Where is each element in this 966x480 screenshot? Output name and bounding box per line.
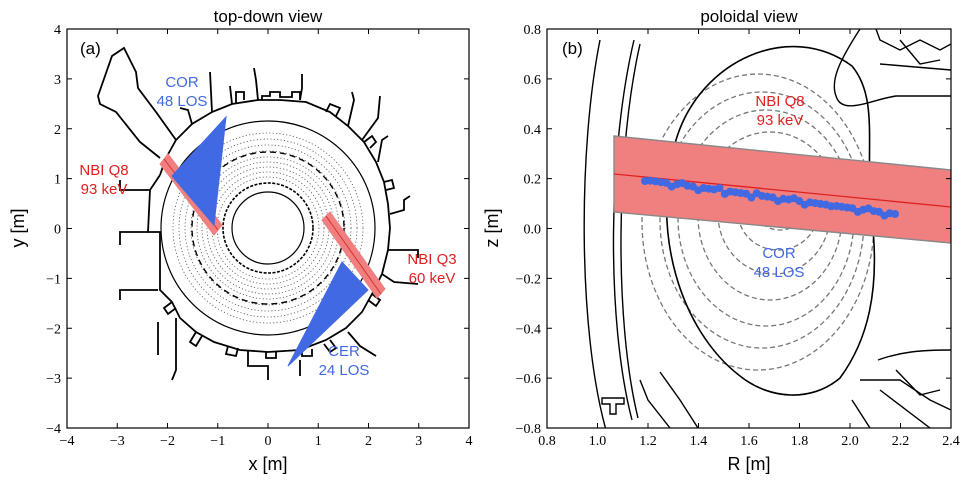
cer-los-fan [287, 261, 369, 367]
panel-b-ytick-label: 0.8 [524, 23, 542, 38]
panel-a-xtick-label: 2 [365, 434, 372, 449]
nbi-beam-centerline [613, 173, 951, 208]
panel-a-xtick-label: −2 [160, 434, 175, 449]
ann-cer-line2: 24 LOS [319, 362, 370, 379]
panel-a-xlabel: x [m] [249, 454, 288, 474]
ann-nbi-q8-line2: 93 keV [81, 181, 128, 198]
panel-b-xtick-label: 2.0 [841, 434, 859, 449]
panel-a-ytick-label: −2 [46, 322, 61, 337]
panel-b-ytick-label: −0.4 [516, 322, 541, 337]
panel-a-ytick-label: −4 [46, 422, 61, 437]
panel-a-xtick-label: −1 [210, 434, 225, 449]
ann-nbi-q3-line1: NBI Q3 [407, 251, 456, 268]
panel-b-ytick-label: 0.6 [524, 73, 542, 88]
panel-b-xtick-label: 1.6 [740, 434, 758, 449]
panel-b-label: (b) [562, 39, 583, 58]
panel-a-xtick-label: 3 [415, 434, 422, 449]
outer-wall-circle [160, 120, 376, 336]
ann-nbi-line1: NBI Q8 [755, 93, 804, 110]
panel-a-xtick-label: −4 [60, 434, 75, 449]
panel-a-ytick-label: 1 [54, 173, 61, 188]
panel-b-title: poloidal view [700, 7, 798, 26]
ann-cor-line2: 48 LOS [157, 93, 208, 110]
panel-b-xtick-label: 1.8 [791, 434, 809, 449]
panel-a-plot-area: COR 48 LOS NBI Q8 93 keV NBI Q3 60 keV C… [79, 46, 457, 381]
panel-a-ticks: −4 −3 −2 −1 0 1 2 3 4 −4 −3 −2 −1 0 1 2 3 4 [46, 23, 472, 449]
panel-b-ytick-label: 0.0 [524, 223, 542, 238]
panel-b-ticks: 0.8 1.0 1.2 1.4 1.6 1.8 2.0 2.2 2.4 −0.8 −0.6 −0.4 −… [516, 23, 960, 449]
panel-a-ytick-label: 2 [54, 123, 61, 138]
cor-los-points [641, 176, 899, 220]
center-column-outer [222, 182, 314, 274]
panel-a-ytick-label: 4 [54, 23, 61, 38]
panel-a-ytick-label: −1 [46, 272, 61, 287]
panel-b-xtick-label: 1.0 [589, 434, 607, 449]
panel-b-plot-area: NBI Q8 93 keV COR 48 LOS [583, 29, 951, 428]
ann-cor-b-line1: COR [762, 245, 796, 262]
panel-b-xtick-label: 2.2 [892, 434, 910, 449]
panel-b-xtick-label: 2.4 [942, 434, 960, 449]
ann-cor-b-line2: 48 LOS [754, 264, 805, 281]
panel-b-ytick-label: −0.6 [516, 372, 541, 387]
panel-b-xtick-label: 0.8 [538, 434, 556, 449]
center-column-inner [231, 191, 305, 265]
panel-a-ytick-label: −3 [46, 372, 61, 387]
ann-nbi-line2: 93 keV [757, 112, 804, 129]
panel-b-xlabel: R [m] [728, 454, 771, 474]
panel-a: top-down view [8, 7, 473, 474]
panel-a-ytick-label: 0 [54, 223, 61, 238]
los-point [715, 184, 724, 193]
panel-a-xtick-label: 0 [265, 434, 272, 449]
nbi-beam-band [613, 135, 951, 244]
panel-b: poloidal view [482, 7, 960, 474]
panel-b-xtick-label: 1.4 [690, 434, 708, 449]
ann-nbi-q3-line2: 60 keV [409, 270, 456, 287]
panel-a-ytick-label: 3 [54, 73, 61, 88]
nbi-q3-centerline [325, 215, 382, 295]
panel-b-ytick-label: −0.2 [516, 272, 541, 287]
panel-b-ytick-label: −0.8 [516, 422, 541, 437]
dashed-ring [191, 151, 345, 305]
vessel-wall [583, 29, 951, 428]
ann-nbi-q8-line1: NBI Q8 [79, 162, 128, 179]
panel-b-ytick-label: 0.2 [524, 173, 542, 188]
los-point [747, 193, 756, 202]
vessel-outline [97, 46, 419, 381]
panel-b-ytick-label: 0.4 [524, 123, 542, 138]
panel-a-xtick-label: 1 [315, 434, 322, 449]
panel-a-label: (a) [80, 39, 101, 58]
panel-b-xtick-label: 1.2 [639, 434, 657, 449]
panel-b-ylabel: z [m] [482, 209, 502, 248]
cor-los-fan [171, 115, 227, 227]
panel-a-xtick-label: −3 [110, 434, 125, 449]
panel-a-ylabel: y [m] [8, 209, 28, 248]
panel-a-title: top-down view [214, 7, 323, 26]
ann-cer-line1: CER [328, 343, 360, 360]
los-point [891, 210, 899, 218]
panel-a-xtick-label: 4 [466, 434, 473, 449]
ann-cor-line1: COR [165, 74, 199, 91]
